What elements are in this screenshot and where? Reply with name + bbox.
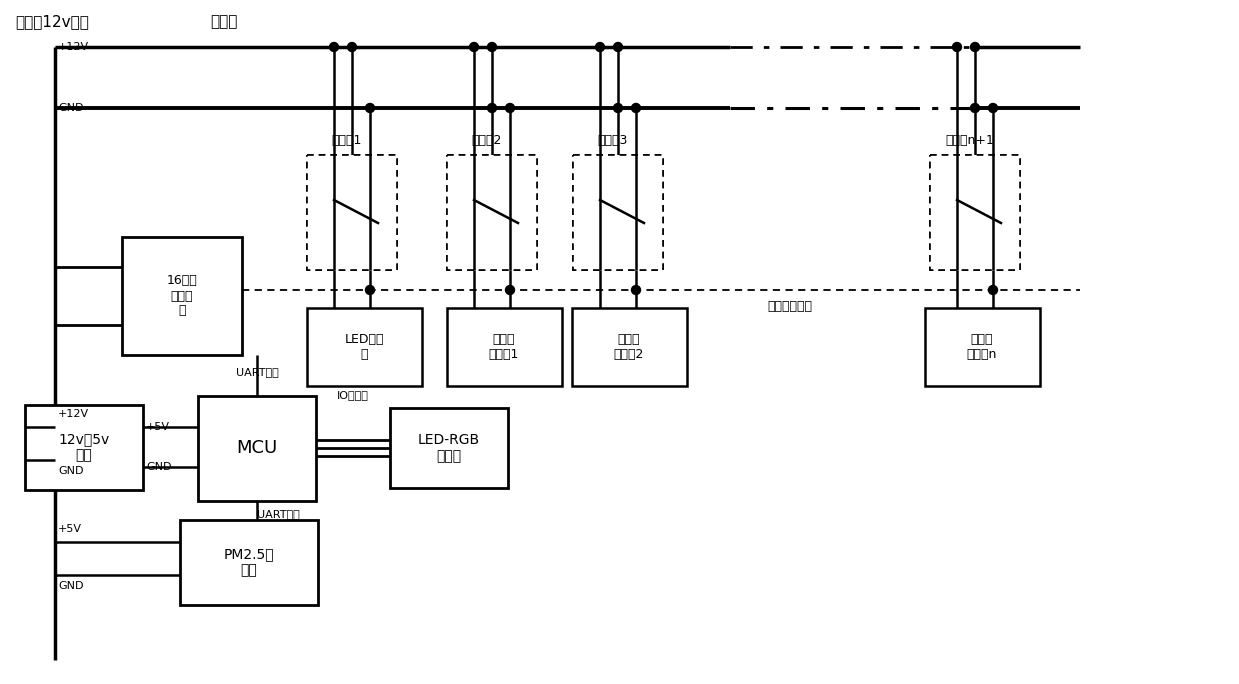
Text: LED-RGB
指示灯: LED-RGB 指示灯	[418, 433, 479, 463]
Circle shape	[989, 285, 997, 295]
Circle shape	[506, 103, 514, 112]
Circle shape	[613, 103, 622, 112]
Circle shape	[970, 42, 980, 51]
Circle shape	[347, 42, 357, 51]
Circle shape	[470, 42, 478, 51]
Bar	[447, 308, 563, 386]
Text: MCU: MCU	[237, 439, 278, 457]
Text: GND: GND	[58, 103, 83, 113]
Bar	[307, 308, 422, 386]
Text: 继电器3: 继电器3	[597, 134, 628, 147]
Circle shape	[632, 285, 641, 295]
Circle shape	[989, 103, 997, 112]
Text: +12V: +12V	[58, 409, 89, 419]
Text: IO口控制: IO口控制	[337, 390, 369, 400]
Bar	[447, 155, 536, 270]
Circle shape	[596, 42, 605, 51]
Bar	[307, 155, 396, 270]
Circle shape	[487, 42, 497, 51]
Bar	[572, 155, 663, 270]
Text: GND: GND	[146, 462, 171, 472]
Text: 继电器n+1: 继电器n+1	[945, 134, 995, 147]
Circle shape	[970, 103, 980, 112]
Bar	[572, 308, 686, 386]
Bar	[930, 155, 1020, 270]
Bar	[121, 237, 242, 355]
Bar	[926, 308, 1040, 386]
Bar	[390, 408, 508, 488]
Text: 负离子
发生器1: 负离子 发生器1	[489, 333, 519, 361]
Circle shape	[632, 103, 641, 112]
Text: 16路电
磁继电
器: 16路电 磁继电 器	[166, 274, 197, 317]
Text: UART协议: UART协议	[256, 509, 300, 519]
Text: 12v转5v
模块: 12v转5v 模块	[58, 432, 109, 462]
Circle shape	[330, 42, 338, 51]
Text: +5V: +5V	[58, 524, 82, 534]
Text: +12V: +12V	[58, 42, 89, 52]
Text: 负离子
发生器2: 负离子 发生器2	[613, 333, 644, 361]
Text: PM2.5传
感器: PM2.5传 感器	[224, 547, 274, 577]
Bar	[25, 405, 142, 490]
Text: +5V: +5V	[146, 422, 170, 432]
Circle shape	[506, 285, 514, 295]
Text: UART协议: UART协议	[235, 367, 279, 377]
Bar	[447, 155, 536, 270]
Circle shape	[613, 42, 622, 51]
Text: 继电器1: 继电器1	[332, 134, 362, 147]
Circle shape	[366, 103, 374, 112]
Circle shape	[487, 103, 497, 112]
Circle shape	[953, 42, 961, 51]
Bar	[180, 520, 318, 605]
Text: GND: GND	[58, 581, 83, 591]
Circle shape	[366, 285, 374, 295]
Text: 继电器2: 继电器2	[472, 134, 502, 147]
Text: LED照明
灯: LED照明 灯	[344, 333, 384, 361]
Text: GND: GND	[58, 466, 83, 476]
Text: 继电器信号线: 继电器信号线	[767, 300, 813, 313]
Bar	[572, 155, 663, 270]
Bar	[307, 155, 396, 270]
Text: 电源线: 电源线	[209, 14, 238, 29]
Bar	[198, 396, 316, 501]
Text: 负离子
发生器n: 负离子 发生器n	[966, 333, 997, 361]
Bar	[930, 155, 1020, 270]
Text: 锂电池12v供电: 锂电池12v供电	[15, 14, 89, 29]
